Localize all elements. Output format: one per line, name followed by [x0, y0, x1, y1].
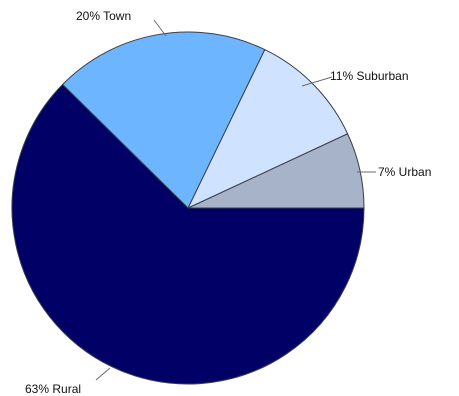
slice-label-urban: 7% Urban	[378, 165, 431, 179]
leader-line-rural	[95, 367, 111, 381]
pie-slice-rural	[11, 83, 365, 385]
slice-label-rural: 63% Rural	[25, 382, 81, 396]
pie-slice-town	[61, 31, 266, 209]
slice-label-town: 20% Town	[76, 9, 131, 23]
leader-line-town	[153, 19, 167, 37]
slice-labels: 7% Urban 11% Suburban 20% Town 63% Rural	[25, 9, 431, 396]
pie-slices	[11, 31, 365, 385]
pie-slice-suburban	[186, 48, 349, 210]
slice-label-suburban: 11% Suburban	[330, 69, 409, 83]
leader-line-suburban	[301, 76, 333, 87]
